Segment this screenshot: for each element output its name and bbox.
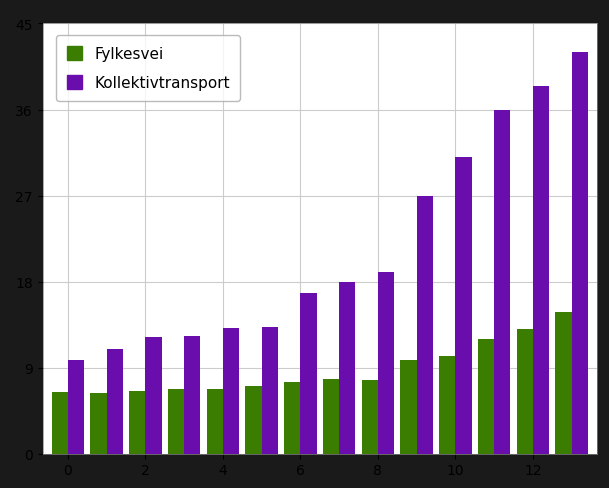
Bar	[168, 389, 184, 454]
Bar	[300, 293, 317, 454]
Bar	[362, 380, 378, 454]
Legend: Fylkesvei, Kollektivtransport: Fylkesvei, Kollektivtransport	[56, 36, 241, 102]
Bar	[378, 272, 394, 454]
Bar	[494, 110, 510, 454]
Bar	[245, 386, 262, 454]
Bar	[129, 391, 146, 454]
Bar	[262, 327, 278, 454]
Bar	[107, 349, 123, 454]
Bar	[323, 379, 339, 454]
Bar	[223, 328, 239, 454]
Bar	[339, 282, 356, 454]
Bar	[572, 53, 588, 454]
Bar	[284, 382, 300, 454]
Bar	[516, 330, 533, 454]
Bar	[68, 360, 84, 454]
Bar	[533, 86, 549, 454]
Bar	[456, 158, 471, 454]
Bar	[400, 360, 417, 454]
Bar	[52, 392, 68, 454]
Bar	[478, 339, 494, 454]
Bar	[146, 337, 161, 454]
Bar	[439, 357, 456, 454]
Bar	[184, 336, 200, 454]
Bar	[206, 389, 223, 454]
Bar	[555, 313, 572, 454]
Bar	[417, 196, 433, 454]
Bar	[90, 393, 107, 454]
